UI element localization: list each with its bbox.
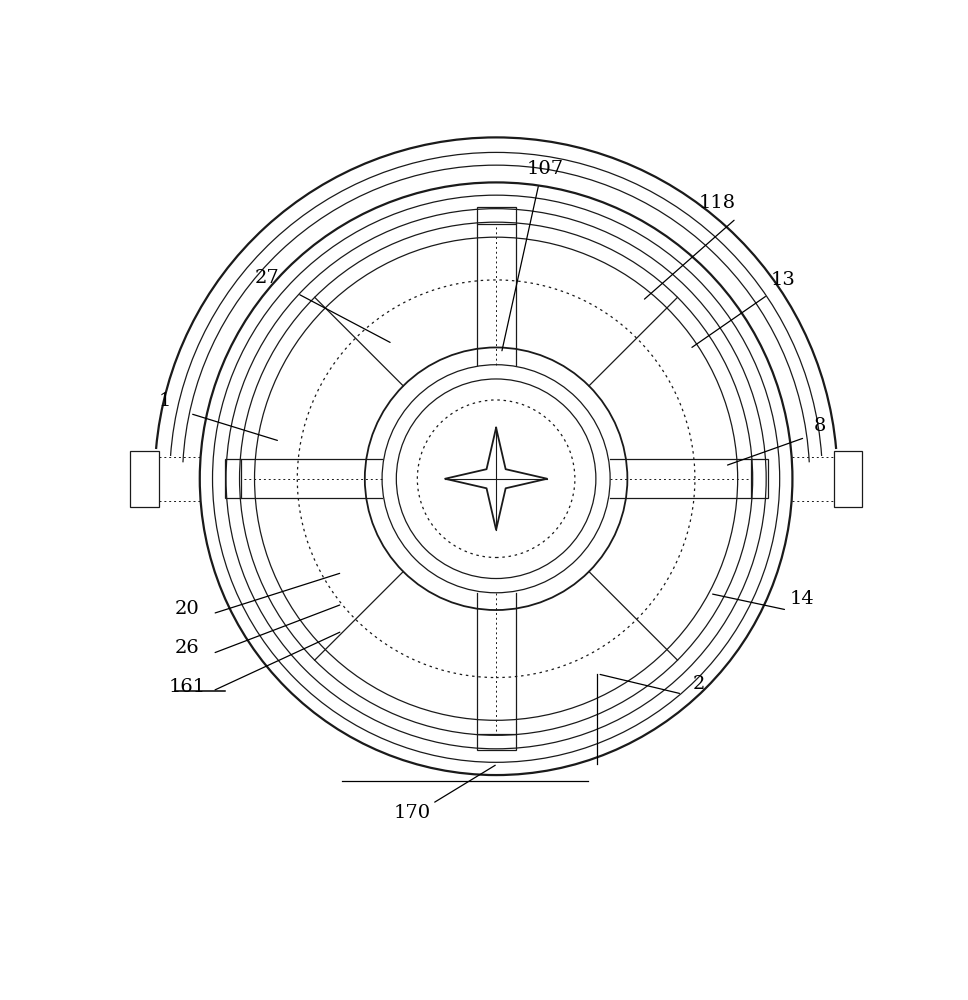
Text: 2: 2 bbox=[692, 675, 705, 693]
Text: 27: 27 bbox=[255, 269, 280, 287]
Text: 20: 20 bbox=[174, 600, 199, 618]
Text: 14: 14 bbox=[790, 590, 814, 608]
Text: 161: 161 bbox=[168, 678, 205, 696]
Bar bbox=[225, 459, 241, 498]
Bar bbox=[751, 459, 768, 498]
Text: 1: 1 bbox=[159, 392, 170, 410]
Bar bbox=[833, 451, 862, 507]
Bar bbox=[476, 207, 516, 224]
Text: 13: 13 bbox=[771, 271, 795, 289]
Bar bbox=[476, 734, 516, 750]
Text: 26: 26 bbox=[174, 639, 199, 657]
Text: 107: 107 bbox=[527, 160, 563, 178]
Bar bbox=[130, 451, 159, 507]
Text: 170: 170 bbox=[394, 804, 431, 822]
Text: 118: 118 bbox=[699, 194, 736, 212]
Text: 8: 8 bbox=[814, 417, 827, 435]
